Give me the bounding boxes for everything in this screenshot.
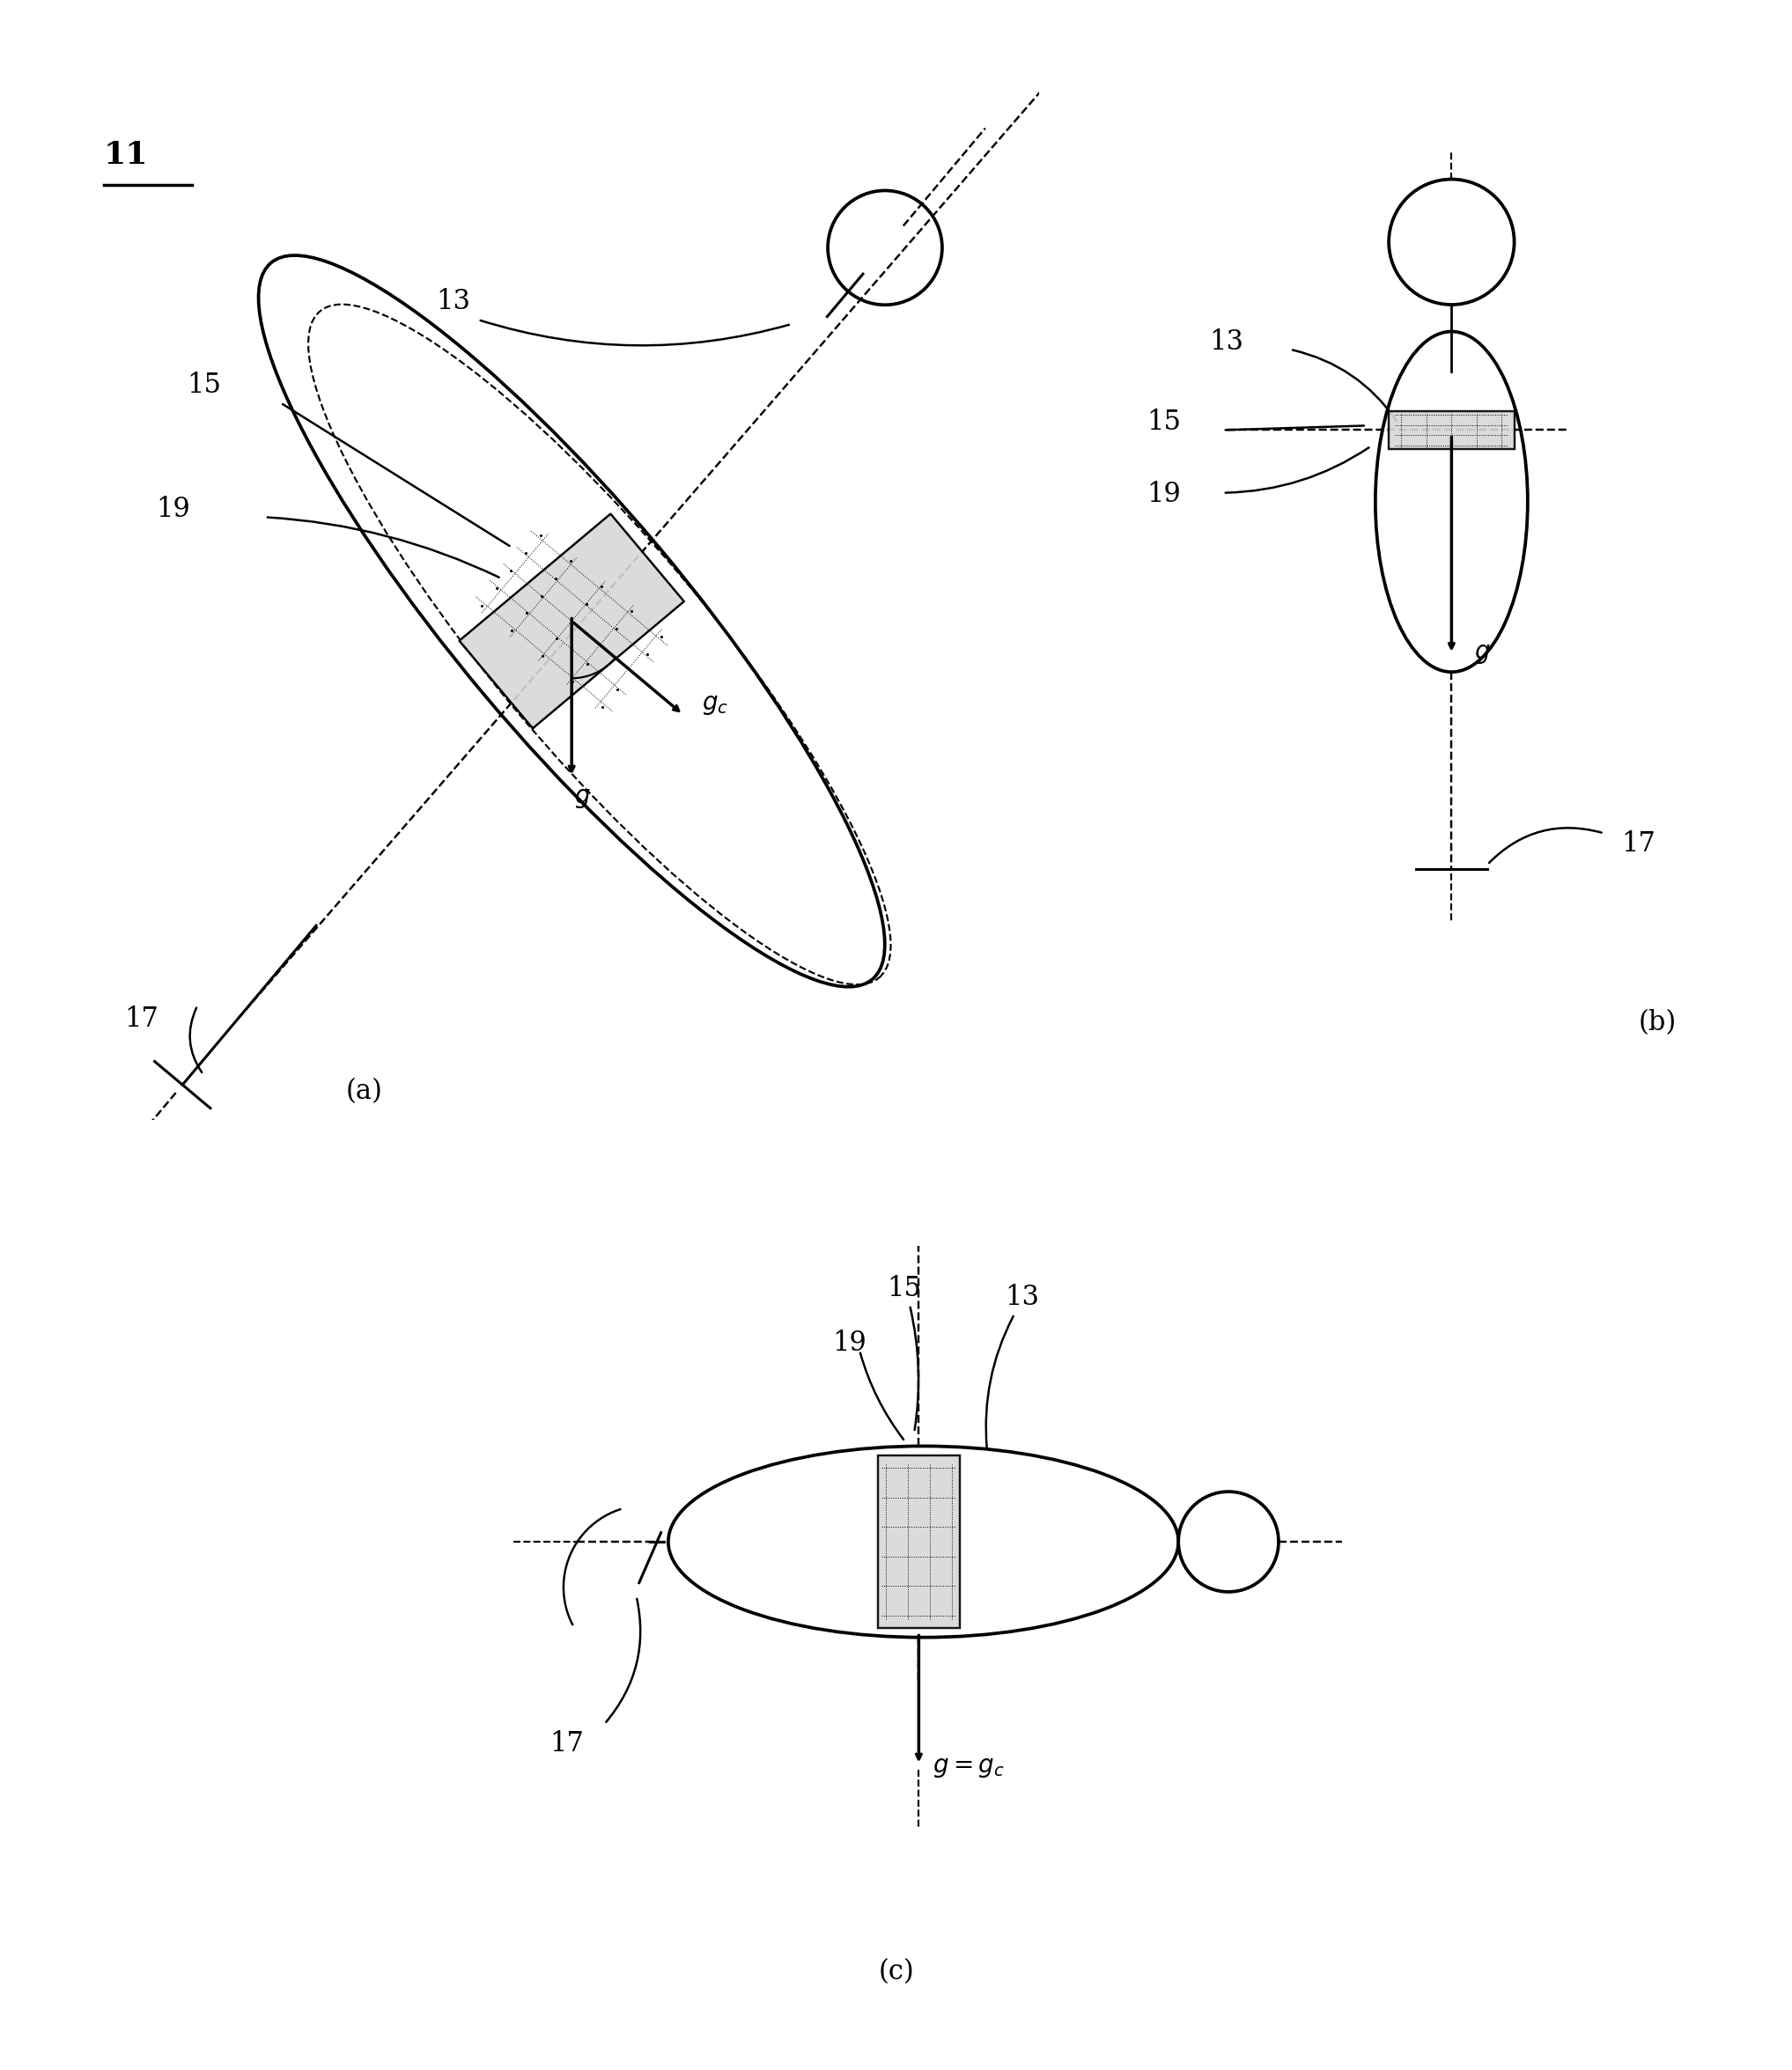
Polygon shape xyxy=(459,513,685,729)
Text: $g$: $g$ xyxy=(573,785,590,809)
Text: 17: 17 xyxy=(125,1006,159,1033)
Text: 17: 17 xyxy=(550,1731,584,1757)
Text: 15: 15 xyxy=(887,1275,921,1302)
Text: (a): (a) xyxy=(346,1078,382,1105)
Text: 13: 13 xyxy=(1005,1283,1039,1310)
Text: 13: 13 xyxy=(437,288,471,315)
Text: 15: 15 xyxy=(186,371,222,400)
Text: $g=g_c$: $g=g_c$ xyxy=(932,1755,1005,1780)
Bar xyxy=(878,1455,961,1629)
Text: 13: 13 xyxy=(1210,329,1244,356)
Bar xyxy=(1389,412,1514,449)
Text: (c): (c) xyxy=(878,1958,914,1985)
Text: 19: 19 xyxy=(831,1329,866,1356)
Text: $g$: $g$ xyxy=(1475,642,1491,667)
Text: 19: 19 xyxy=(156,497,190,524)
Text: 11: 11 xyxy=(104,141,149,170)
Text: 19: 19 xyxy=(1147,480,1181,507)
Text: 15: 15 xyxy=(1147,410,1181,437)
Text: $g_c$: $g_c$ xyxy=(702,691,728,716)
Text: (b): (b) xyxy=(1638,1010,1677,1037)
Text: 17: 17 xyxy=(1622,830,1656,857)
